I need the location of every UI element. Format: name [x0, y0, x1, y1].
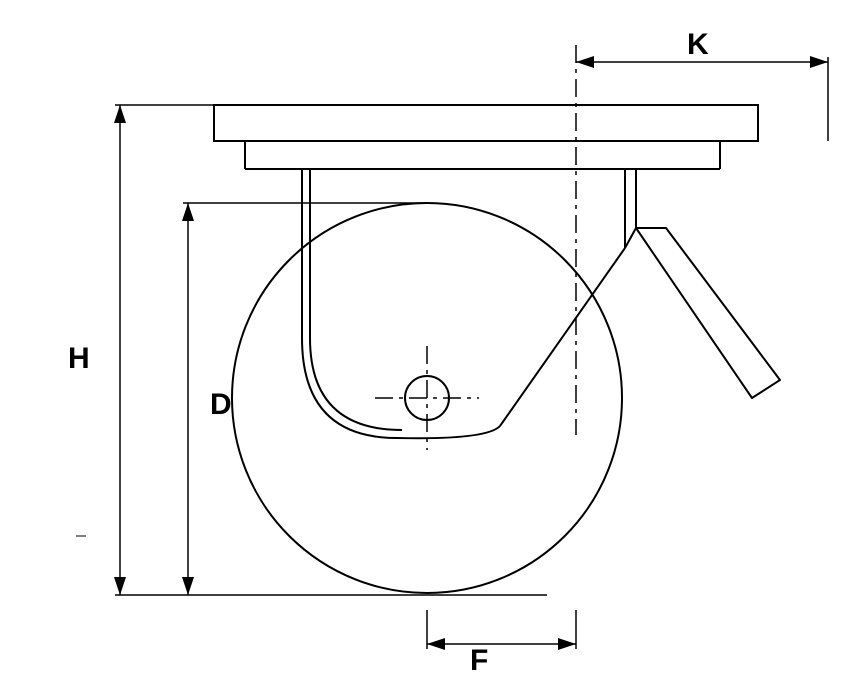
dim-label-d: D [210, 388, 232, 421]
canvas [0, 0, 861, 684]
dim-label-h: H [68, 342, 90, 375]
dim-label-f: F [470, 644, 488, 677]
dim-label-k: K [687, 28, 709, 61]
